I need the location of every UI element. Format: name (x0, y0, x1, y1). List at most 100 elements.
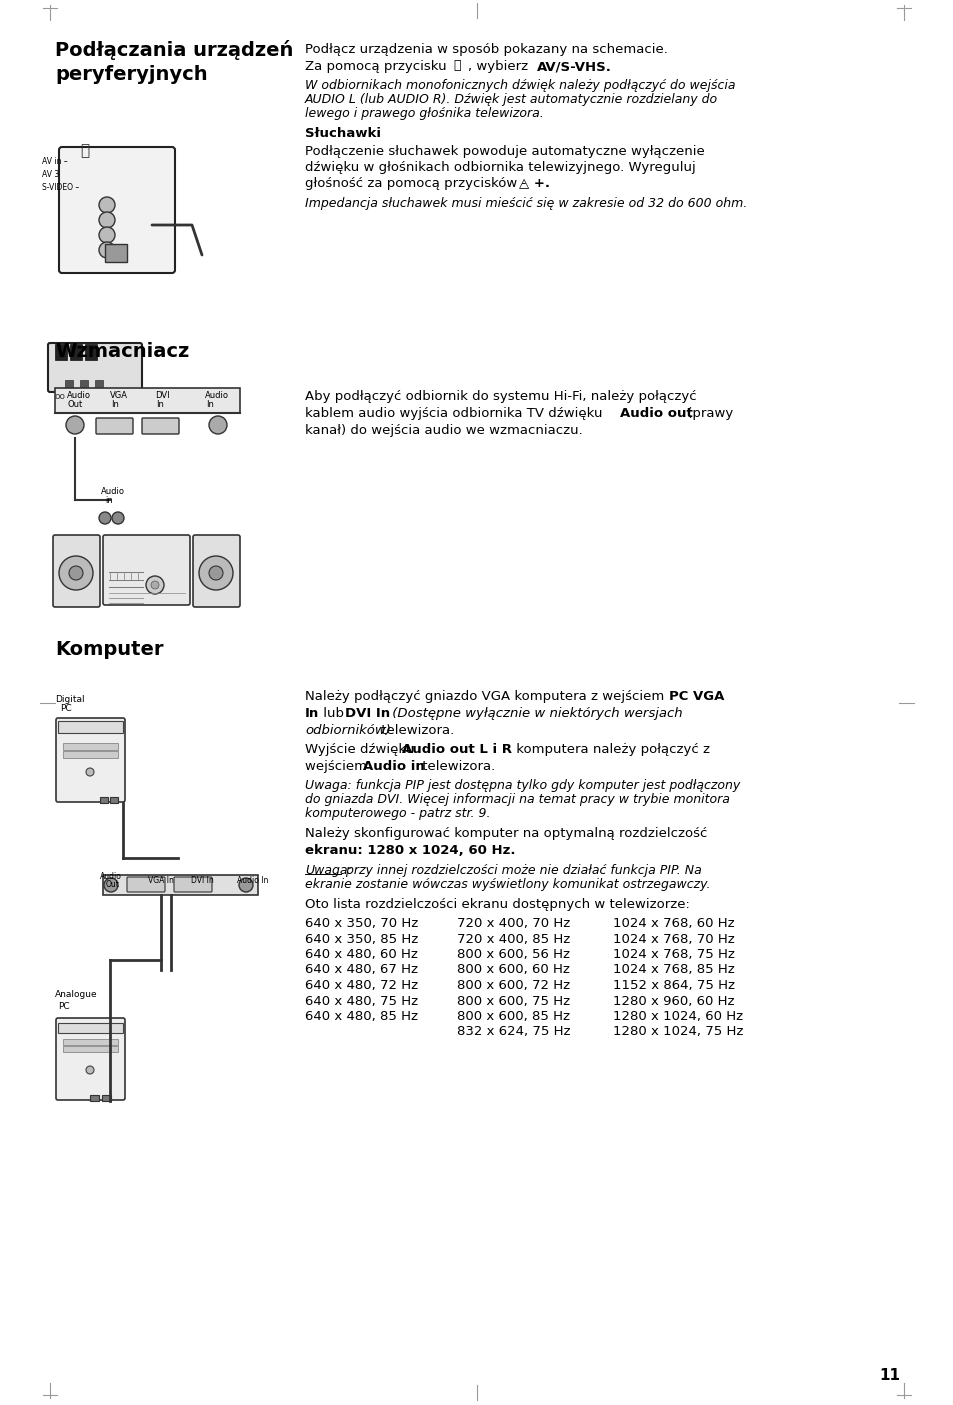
Text: 720 x 400, 85 Hz: 720 x 400, 85 Hz (456, 933, 570, 946)
Text: 640 x 480, 72 Hz: 640 x 480, 72 Hz (305, 979, 417, 992)
Circle shape (239, 878, 253, 892)
Text: 1024 x 768, 70 Hz: 1024 x 768, 70 Hz (613, 933, 734, 946)
Text: 832 x 624, 75 Hz: 832 x 624, 75 Hz (456, 1026, 570, 1038)
FancyBboxPatch shape (96, 419, 132, 434)
FancyBboxPatch shape (173, 877, 212, 892)
FancyBboxPatch shape (53, 535, 100, 607)
Text: DVI: DVI (154, 391, 170, 400)
Text: do gniazda DVI. Więcej informacji na temat pracy w trybie monitora: do gniazda DVI. Więcej informacji na tem… (305, 792, 729, 806)
Text: 640 x 480, 75 Hz: 640 x 480, 75 Hz (305, 995, 417, 1007)
Text: 1024 x 768, 75 Hz: 1024 x 768, 75 Hz (613, 948, 734, 961)
Text: PC: PC (58, 1002, 70, 1012)
Text: AUDIO L (lub AUDIO R). Dźwięk jest automatycznie rozdzielany do: AUDIO L (lub AUDIO R). Dźwięk jest autom… (305, 93, 718, 105)
Circle shape (209, 416, 227, 434)
Text: Podłącz urządzenia w sposób pokazany na schemacie.: Podłącz urządzenia w sposób pokazany na … (305, 44, 667, 56)
Text: Należy podłączyć gniazdo VGA komputera z wejściem: Należy podłączyć gniazdo VGA komputera z… (305, 690, 668, 702)
Text: 1280 x 1024, 75 Hz: 1280 x 1024, 75 Hz (613, 1026, 742, 1038)
Text: 1280 x 1024, 60 Hz: 1280 x 1024, 60 Hz (613, 1010, 742, 1023)
Bar (103, 875, 257, 895)
Text: telewizora.: telewizora. (417, 760, 495, 773)
Text: △ +.: △ +. (518, 177, 550, 190)
Circle shape (66, 416, 84, 434)
Bar (63, 1045, 118, 1052)
Circle shape (199, 556, 233, 590)
Text: Audio in: Audio in (363, 760, 424, 773)
Text: lub: lub (318, 707, 348, 719)
Text: Aby podłączyć odbiornik do systemu Hi-Fi, należy połączyć: Aby podłączyć odbiornik do systemu Hi-Fi… (305, 391, 696, 403)
Text: Wyjście dźwięku: Wyjście dźwięku (305, 743, 418, 756)
Text: 640 x 480, 60 Hz: 640 x 480, 60 Hz (305, 948, 417, 961)
Text: In: In (156, 400, 164, 409)
Text: Audio out L i R: Audio out L i R (401, 743, 512, 756)
FancyBboxPatch shape (48, 343, 142, 392)
Text: Uwaga:: Uwaga: (305, 864, 352, 877)
Text: 1024 x 768, 60 Hz: 1024 x 768, 60 Hz (613, 917, 734, 930)
Text: AV/S-VHS.: AV/S-VHS. (537, 60, 611, 73)
Text: Audio out: Audio out (619, 407, 692, 420)
Text: Słuchawki: Słuchawki (305, 126, 380, 140)
Text: Audio: Audio (101, 488, 125, 496)
Text: 11: 11 (878, 1368, 899, 1383)
Text: Audio: Audio (67, 391, 91, 400)
Text: Audio: Audio (205, 391, 229, 400)
FancyBboxPatch shape (56, 1019, 125, 1100)
Text: 640 x 350, 85 Hz: 640 x 350, 85 Hz (305, 933, 417, 946)
Text: komputerowego - patrz str. 9.: komputerowego - patrz str. 9. (305, 806, 490, 821)
Text: telewizora.: telewizora. (376, 724, 454, 738)
Text: 640 x 350, 70 Hz: 640 x 350, 70 Hz (305, 917, 417, 930)
Bar (63, 743, 118, 750)
Text: 800 x 600, 75 Hz: 800 x 600, 75 Hz (456, 995, 570, 1007)
Text: kablem audio wyjścia odbiornika TV dźwięku: kablem audio wyjścia odbiornika TV dźwię… (305, 407, 606, 420)
Text: 1152 x 864, 75 Hz: 1152 x 864, 75 Hz (613, 979, 734, 992)
Text: ekranu: 1280 x 1024, 60 Hz.: ekranu: 1280 x 1024, 60 Hz. (305, 844, 515, 857)
Text: Podłączania urządzeń
peryferyjnych: Podłączania urządzeń peryferyjnych (55, 39, 294, 83)
Text: VGA: VGA (110, 391, 128, 400)
Text: odbiorników): odbiorników) (305, 724, 391, 738)
Circle shape (104, 878, 118, 892)
Text: 🎧: 🎧 (80, 143, 89, 157)
Text: głośność za pomocą przycisków -: głośność za pomocą przycisków - (305, 177, 535, 190)
Text: W odbiornikach monofonicznych dźwięk należy podłączyć do wejścia: W odbiornikach monofonicznych dźwięk nal… (305, 79, 735, 91)
Text: VGA In: VGA In (148, 875, 173, 885)
Text: komputera należy połączyć z: komputera należy połączyć z (512, 743, 709, 756)
Text: Out: Out (68, 400, 83, 409)
FancyBboxPatch shape (59, 148, 174, 273)
Text: Podłączenie słuchawek powoduje automatyczne wyłączenie: Podłączenie słuchawek powoduje automatyc… (305, 145, 704, 157)
Bar (110, 797, 118, 804)
Text: Komputer: Komputer (55, 641, 163, 659)
Text: AV 3: AV 3 (42, 170, 59, 178)
Text: (Dostępne wyłącznie w niektórych wersjach: (Dostępne wyłącznie w niektórych wersjac… (388, 707, 682, 719)
Text: Uwaga: funkcja PIP jest dostępna tylko gdy komputer jest podłączony: Uwaga: funkcja PIP jest dostępna tylko g… (305, 778, 740, 792)
Text: In: In (305, 707, 319, 719)
Text: Wzmacniacz: Wzmacniacz (55, 341, 189, 361)
Text: DVI In: DVI In (191, 875, 213, 885)
Text: 800 x 600, 56 Hz: 800 x 600, 56 Hz (456, 948, 569, 961)
Text: 800 x 600, 72 Hz: 800 x 600, 72 Hz (456, 979, 570, 992)
Text: AV in –: AV in – (42, 157, 68, 166)
Text: Out: Out (106, 880, 120, 889)
Circle shape (86, 769, 94, 776)
Circle shape (69, 566, 83, 580)
Bar (100, 797, 108, 804)
Circle shape (151, 582, 159, 589)
Text: Należy skonfigurować komputer na optymalną rozdzielczość: Należy skonfigurować komputer na optymal… (305, 828, 706, 840)
Text: Za pomocą przycisku: Za pomocą przycisku (305, 60, 451, 73)
Text: lewego i prawego głośnika telewizora.: lewego i prawego głośnika telewizora. (305, 107, 543, 119)
Text: 720 x 400, 70 Hz: 720 x 400, 70 Hz (456, 917, 570, 930)
Text: ⓢ: ⓢ (453, 59, 460, 72)
Circle shape (146, 576, 164, 594)
Text: In: In (111, 400, 119, 409)
Text: ekranie zostanie wówczas wyświetlony komunikat ostrzegawczy.: ekranie zostanie wówczas wyświetlony kom… (305, 878, 710, 891)
FancyBboxPatch shape (193, 535, 240, 607)
Circle shape (99, 511, 111, 524)
Text: 1280 x 960, 60 Hz: 1280 x 960, 60 Hz (613, 995, 734, 1007)
Text: DVI In: DVI In (345, 707, 390, 719)
Text: PC VGA: PC VGA (668, 690, 723, 702)
Text: kanał) do wejścia audio we wzmacniaczu.: kanał) do wejścia audio we wzmacniaczu. (305, 424, 582, 437)
Text: dźwięku w głośnikach odbiornika telewizyjnego. Wyreguluj: dźwięku w głośnikach odbiornika telewizy… (305, 162, 695, 174)
Text: 640 x 480, 67 Hz: 640 x 480, 67 Hz (305, 964, 417, 976)
Text: Audio: Audio (100, 873, 122, 881)
Circle shape (86, 1066, 94, 1073)
Bar (85, 344, 97, 360)
Text: in: in (105, 496, 112, 504)
